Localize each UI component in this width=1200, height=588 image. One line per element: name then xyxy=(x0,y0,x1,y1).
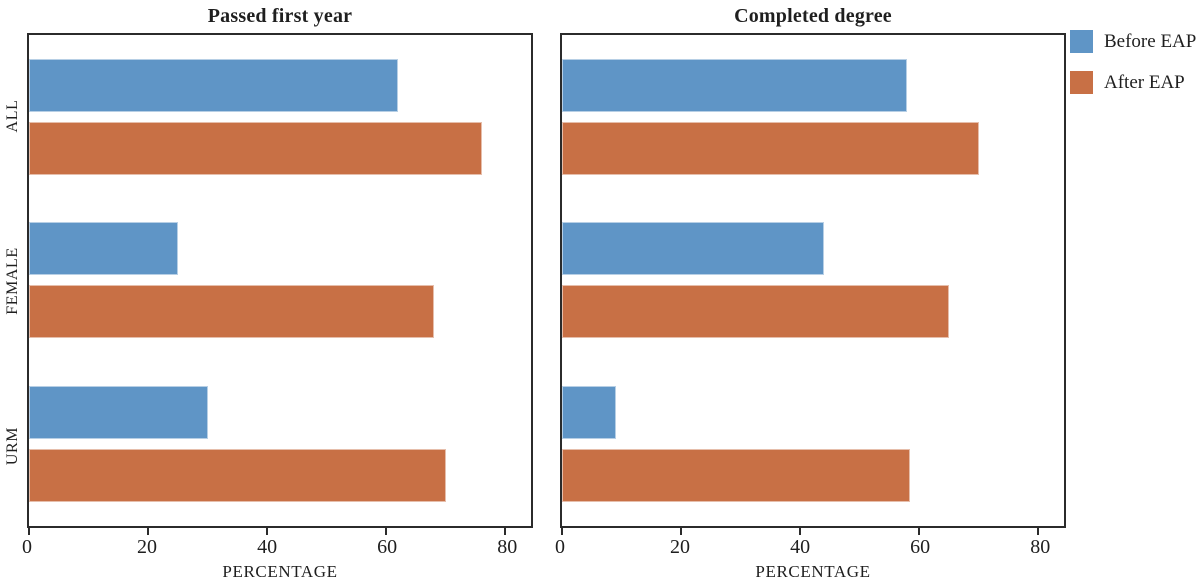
x-tick-label: 60 xyxy=(910,536,931,558)
bar-group-female xyxy=(562,199,1064,363)
bar-all-before-eap xyxy=(562,58,908,112)
legend-item-after-eap: After EAP xyxy=(1070,71,1196,94)
panel-title-passed-first-year: Passed first year xyxy=(207,5,353,27)
panel-completed-degree: Completed degree 0 20 40 60 80 PERCENTAGE xyxy=(555,0,1066,582)
bar-urm-before-eap xyxy=(562,386,616,440)
x-tick-mark xyxy=(680,528,683,535)
y-category-label-female: FEMALE xyxy=(4,246,21,315)
bar-group-urm xyxy=(29,362,531,526)
x-tick-mark xyxy=(1037,528,1040,535)
bar-all-after-eap xyxy=(29,121,482,175)
x-tick-label: 0 xyxy=(555,536,565,558)
bar-group-female xyxy=(29,199,531,363)
x-tick-label: 80 xyxy=(497,536,518,558)
x-axis-label-completed-degree: PERCENTAGE xyxy=(755,562,871,581)
bar-all-before-eap xyxy=(29,58,399,112)
x-tick-labels-passed-first-year: 0 20 40 60 80 xyxy=(22,528,533,560)
legend: Before EAP After EAP xyxy=(1070,30,1196,112)
legend-label-before-eap: Before EAP xyxy=(1104,30,1197,52)
bar-urm-after-eap xyxy=(562,449,911,503)
legend-swatch-after-eap xyxy=(1070,71,1093,94)
bar-group-urm xyxy=(562,362,1064,526)
bar-group-all xyxy=(562,35,1064,199)
x-tick-mark xyxy=(266,528,269,535)
x-tick-mark xyxy=(504,528,507,535)
legend-item-before-eap: Before EAP xyxy=(1070,30,1196,53)
legend-label-after-eap: After EAP xyxy=(1104,71,1185,93)
x-tick-label: 60 xyxy=(377,536,398,558)
bar-urm-before-eap xyxy=(29,386,208,440)
x-tick-label: 40 xyxy=(257,536,278,558)
x-tick-label: 20 xyxy=(670,536,691,558)
bar-female-after-eap xyxy=(562,285,950,339)
legend-swatch-before-eap xyxy=(1070,30,1093,53)
x-axis-label-passed-first-year: PERCENTAGE xyxy=(222,562,338,581)
x-tick-mark xyxy=(28,528,30,535)
plot-area-completed-degree xyxy=(560,33,1066,535)
y-category-label-all: ALL xyxy=(4,99,21,132)
bar-all-after-eap xyxy=(562,121,979,175)
x-tick-mark xyxy=(147,528,150,535)
x-tick-label: 40 xyxy=(790,536,811,558)
x-tick-mark xyxy=(799,528,802,535)
bar-group-all xyxy=(29,35,531,199)
panel-passed-first-year: Passed first year 0 20 40 60 80 PERCENTAGE xyxy=(22,0,533,582)
bar-female-before-eap xyxy=(562,222,825,276)
x-tick-label: 80 xyxy=(1030,536,1051,558)
x-tick-mark xyxy=(918,528,921,535)
x-tick-label: 0 xyxy=(22,536,32,558)
x-tick-labels-completed-degree: 0 20 40 60 80 xyxy=(555,528,1066,560)
bar-female-after-eap xyxy=(29,285,434,339)
bar-female-before-eap xyxy=(29,222,178,276)
panel-title-completed-degree: Completed degree xyxy=(734,5,892,27)
x-tick-mark xyxy=(385,528,388,535)
y-axis-labels: ALL FEMALE URM xyxy=(0,33,26,528)
plot-area-passed-first-year xyxy=(27,33,533,535)
x-tick-label: 20 xyxy=(137,536,158,558)
x-tick-mark xyxy=(561,528,563,535)
bar-urm-after-eap xyxy=(29,449,446,503)
y-category-label-urm: URM xyxy=(4,426,21,465)
